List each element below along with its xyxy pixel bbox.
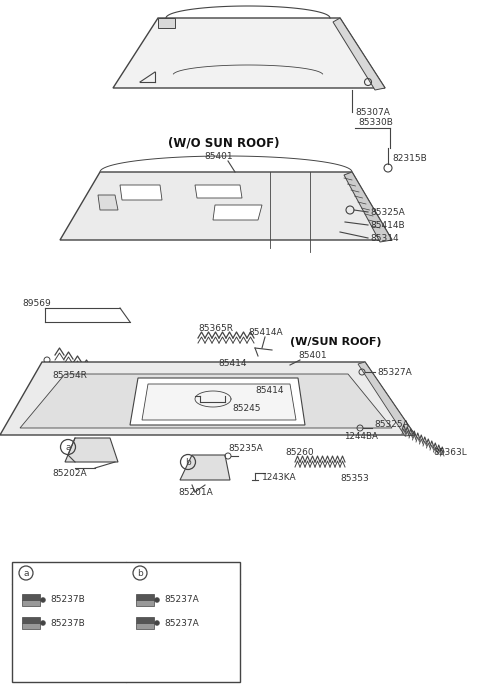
Text: 85327A: 85327A <box>377 368 412 377</box>
Text: a: a <box>65 442 71 451</box>
Text: b: b <box>185 457 191 466</box>
Polygon shape <box>213 205 262 220</box>
Circle shape <box>40 598 46 603</box>
Text: 85353: 85353 <box>340 473 369 482</box>
Polygon shape <box>20 374 392 428</box>
Text: 85237B: 85237B <box>50 618 85 627</box>
Polygon shape <box>136 600 154 606</box>
Text: 85202A: 85202A <box>52 468 86 477</box>
Polygon shape <box>0 362 415 435</box>
Text: b: b <box>137 569 143 578</box>
Text: 85307A: 85307A <box>355 108 390 117</box>
Text: 89569: 89569 <box>22 299 51 307</box>
Polygon shape <box>98 195 118 210</box>
Text: 85354R: 85354R <box>52 370 87 379</box>
Text: 85330B: 85330B <box>358 117 393 126</box>
Text: 85401: 85401 <box>204 151 233 160</box>
Polygon shape <box>142 384 296 420</box>
Polygon shape <box>22 594 40 600</box>
Polygon shape <box>22 600 40 606</box>
Text: 85401: 85401 <box>298 350 326 359</box>
Text: (W/O SUN ROOF): (W/O SUN ROOF) <box>168 137 279 149</box>
Polygon shape <box>344 172 392 242</box>
Polygon shape <box>180 455 230 480</box>
Text: 85414B: 85414B <box>370 220 405 229</box>
Polygon shape <box>120 185 162 200</box>
Polygon shape <box>358 362 415 436</box>
Polygon shape <box>158 18 175 28</box>
Text: 1243KA: 1243KA <box>262 473 297 482</box>
Text: 85365R: 85365R <box>198 323 233 332</box>
Text: 85235A: 85235A <box>228 444 263 453</box>
FancyBboxPatch shape <box>12 562 240 682</box>
Text: 85237A: 85237A <box>164 596 199 605</box>
Text: (W/SUN ROOF): (W/SUN ROOF) <box>290 337 382 347</box>
Text: 85201A: 85201A <box>178 487 213 497</box>
Polygon shape <box>130 378 305 425</box>
Polygon shape <box>113 18 385 88</box>
Text: 85414: 85414 <box>218 359 247 368</box>
Text: 85363L: 85363L <box>433 448 467 457</box>
Text: 85245: 85245 <box>232 404 261 413</box>
Polygon shape <box>60 172 392 240</box>
Text: 85260: 85260 <box>285 448 313 457</box>
Polygon shape <box>22 617 40 623</box>
Polygon shape <box>333 18 385 90</box>
Text: 85314: 85314 <box>370 234 398 243</box>
Circle shape <box>155 621 159 625</box>
Text: 85414A: 85414A <box>248 328 283 337</box>
Polygon shape <box>22 623 40 629</box>
Circle shape <box>155 598 159 603</box>
Text: 1244BA: 1244BA <box>344 431 378 440</box>
Text: 85325A: 85325A <box>370 207 405 216</box>
Text: 82315B: 82315B <box>392 153 427 162</box>
Text: 85237A: 85237A <box>164 618 199 627</box>
Polygon shape <box>136 617 154 623</box>
Polygon shape <box>195 185 242 198</box>
Polygon shape <box>65 438 118 462</box>
Circle shape <box>40 621 46 625</box>
Text: a: a <box>23 569 29 578</box>
Polygon shape <box>136 623 154 629</box>
Polygon shape <box>136 594 154 600</box>
Text: 85237B: 85237B <box>50 596 85 605</box>
Text: 85414: 85414 <box>255 386 284 395</box>
Text: 85325A: 85325A <box>374 419 409 428</box>
